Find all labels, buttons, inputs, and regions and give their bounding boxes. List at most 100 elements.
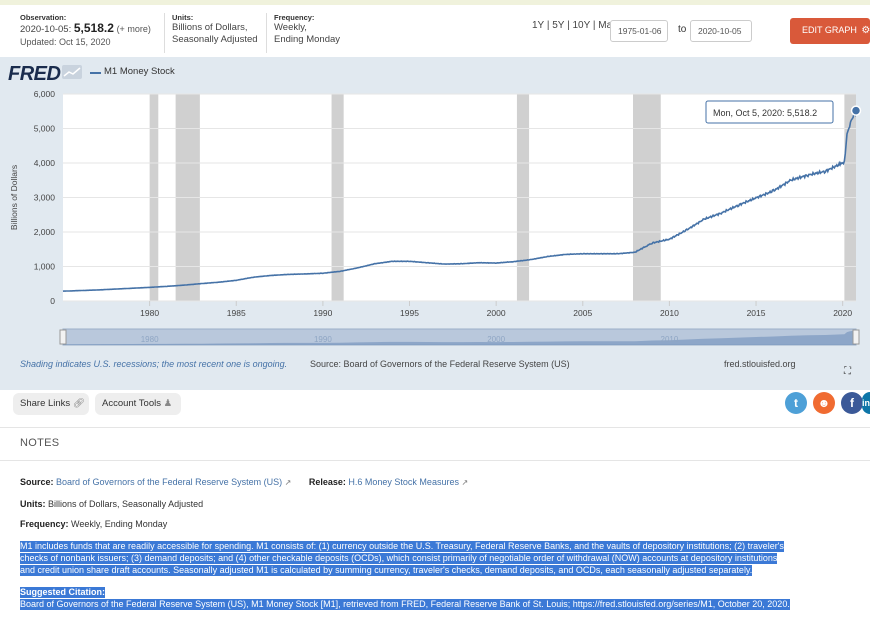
navigator-handle-right[interactable] xyxy=(852,329,860,345)
facebook-icon[interactable]: f xyxy=(841,392,863,414)
graph-header: Observation: 2020-10-05: 5,518.2 (+ more… xyxy=(0,5,870,57)
navigator-handle-left[interactable] xyxy=(59,329,67,345)
external-link-icon: ↗ xyxy=(284,478,292,487)
citation-text: Board of Governors of the Federal Reserv… xyxy=(20,599,790,610)
y-tick-label: 4,000 xyxy=(34,158,56,168)
reddit-icon[interactable]: ☻ xyxy=(813,392,835,414)
to-label: to xyxy=(678,24,687,35)
gear-icon: ⚙ xyxy=(861,25,870,36)
observation-value: 5,518.2 xyxy=(73,21,114,35)
notes-description-line-2: checks of nonbank issuers; (3) demand de… xyxy=(20,553,778,564)
start-date-input[interactable]: 1975-01-06 xyxy=(610,20,668,42)
notes-frequency-label: Frequency: xyxy=(20,519,69,529)
share-toolbar: Share Links 🔗︎ Account Tools ♟ t ☻ f in xyxy=(0,390,870,428)
edit-graph-button[interactable]: EDIT GRAPH ⚙ xyxy=(790,18,870,44)
tooltip-value: 5,518.2 xyxy=(787,108,817,118)
y-tick-label: 1,000 xyxy=(34,262,56,272)
notes-divider xyxy=(0,460,870,461)
range-1y-button[interactable]: 1Y xyxy=(532,20,545,31)
notes-release-link[interactable]: H.6 Money Stock Measures xyxy=(348,477,459,487)
end-date-input[interactable]: 2020-10-05 xyxy=(690,20,752,42)
series-line-m1[interactable] xyxy=(62,109,857,292)
y-tick-label: 0 xyxy=(50,296,55,306)
account-tools-label: Account Tools xyxy=(102,398,161,409)
observation-label: Observation: xyxy=(20,13,67,22)
units-line-1: Billions of Dollars, xyxy=(172,22,248,33)
y-tick-label: 2,000 xyxy=(34,227,56,237)
linkedin-icon[interactable]: in xyxy=(862,392,870,414)
updated-date: Updated: Oct 15, 2020 xyxy=(20,37,111,47)
units-label: Units: xyxy=(172,13,194,22)
navigator-tick-label: 1990 xyxy=(314,335,332,344)
citation-label-text: Suggested Citation: xyxy=(20,587,105,597)
x-tick-label: 1990 xyxy=(313,308,332,318)
chart-source-note: Source: Board of Governors of the Federa… xyxy=(310,359,570,369)
edit-graph-label: EDIT GRAPH xyxy=(802,25,857,35)
twitter-icon[interactable]: t xyxy=(785,392,807,414)
account-tools-button[interactable]: Account Tools ♟ xyxy=(95,393,181,415)
range-separator: | xyxy=(567,20,570,31)
navigator-series-area xyxy=(63,330,856,345)
notes-description-line-1: M1 includes funds that are readily acces… xyxy=(20,541,784,552)
last-data-point[interactable] xyxy=(850,105,862,116)
observation-date: 2020-10-05: xyxy=(20,24,72,35)
fred-site-link[interactable]: fred.stlouisfed.org xyxy=(724,359,796,369)
x-tick-label: 2015 xyxy=(747,308,766,318)
legend-swatch xyxy=(90,72,101,74)
navigator-tick-label: 1980 xyxy=(141,335,159,344)
tooltip-text: Mon, Oct 5, 2020: 5,518.2 xyxy=(713,108,817,118)
x-tick-label: 2010 xyxy=(660,308,679,318)
range-separator: | xyxy=(546,20,550,31)
x-tick-label: 1985 xyxy=(227,308,246,318)
notes-frequency-text: Weekly, Ending Monday xyxy=(71,519,168,529)
x-tick-label: 2000 xyxy=(487,308,506,318)
line-chart[interactable]: 0 1,000 2,000 3,000 4,000 5,000 6,000 1980 1985 1… xyxy=(0,87,870,357)
notes-release-label: Release: xyxy=(308,477,346,487)
share-links-button[interactable]: Share Links 🔗︎ xyxy=(13,393,89,415)
x-tick-label: 1995 xyxy=(400,308,419,318)
y-tick-label: 6,000 xyxy=(34,89,56,99)
recession-note: Shading indicates U.S. recessions; the m… xyxy=(20,359,288,369)
navigator-tick-label: 2010 xyxy=(661,335,679,344)
header-divider xyxy=(266,13,267,53)
range-selector: 1Y | 5Y | 10Y | Max xyxy=(532,20,617,31)
notes-title: NOTES xyxy=(20,437,60,449)
header-divider xyxy=(164,13,165,53)
frequency-line-1: Weekly, xyxy=(274,22,307,33)
tooltip-box xyxy=(705,100,834,124)
frequency-line-2: Ending Monday xyxy=(274,34,341,45)
fullscreen-icon[interactable]: ⛶ xyxy=(844,366,851,377)
tooltip-date: Mon, Oct 5, 2020: xyxy=(713,108,787,118)
notes-source-link[interactable]: Board of Governors of the Federal Reserv… xyxy=(56,477,283,487)
chart-title-bar: FRED M1 Money Stock xyxy=(0,57,870,87)
x-tick-label: 1980 xyxy=(140,308,159,318)
y-tick-label: 3,000 xyxy=(34,193,56,203)
units-block: Units: Billions of Dollars, Seasonally A… xyxy=(172,13,258,46)
chart-panel: FRED M1 Money Stock 0 1,000 2,000 3,000 4,00… xyxy=(0,57,870,390)
frequency-label: Frequency: xyxy=(274,13,315,22)
navigator-tick-label: 2000 xyxy=(487,335,505,344)
legend-series-name: M1 Money Stock xyxy=(104,66,175,77)
range-5y-button[interactable]: 5Y xyxy=(552,20,565,31)
x-tick-label: 2005 xyxy=(573,308,592,318)
units-line-2: Seasonally Adjusted xyxy=(172,34,258,45)
notes-units-text: Billions of Dollars, Seasonally Adjusted xyxy=(48,499,204,509)
notes-description-line-3: and credit union share draft accounts. S… xyxy=(20,565,753,576)
range-separator: | xyxy=(592,20,596,31)
range-10y-button[interactable]: 10Y xyxy=(572,20,591,31)
frequency-block: Frequency: Weekly, Ending Monday xyxy=(274,13,340,46)
notes-source-label: Source: xyxy=(20,477,54,487)
notes-units-label: Units: xyxy=(20,499,46,509)
citation-label: Suggested Citation: xyxy=(20,587,105,598)
range-max-button[interactable]: Max xyxy=(598,20,618,31)
top-strip xyxy=(0,0,870,5)
observation-block: Observation: 2020-10-05: 5,518.2 (+ more… xyxy=(20,13,151,49)
notes-source-line: Source: Board of Governors of the Federa… xyxy=(20,477,468,487)
notes-frequency-line: Frequency: Weekly, Ending Monday xyxy=(20,519,167,529)
y-axis-label: Billions of Dollars xyxy=(9,165,19,230)
x-tick-label: 2020 xyxy=(833,308,852,318)
observation-more-link[interactable]: (+ more) xyxy=(116,24,151,34)
user-icon: ♟ xyxy=(163,398,173,409)
external-link-icon: ↗ xyxy=(461,478,469,487)
notes-units-line: Units: Billions of Dollars, Seasonally A… xyxy=(20,499,203,509)
